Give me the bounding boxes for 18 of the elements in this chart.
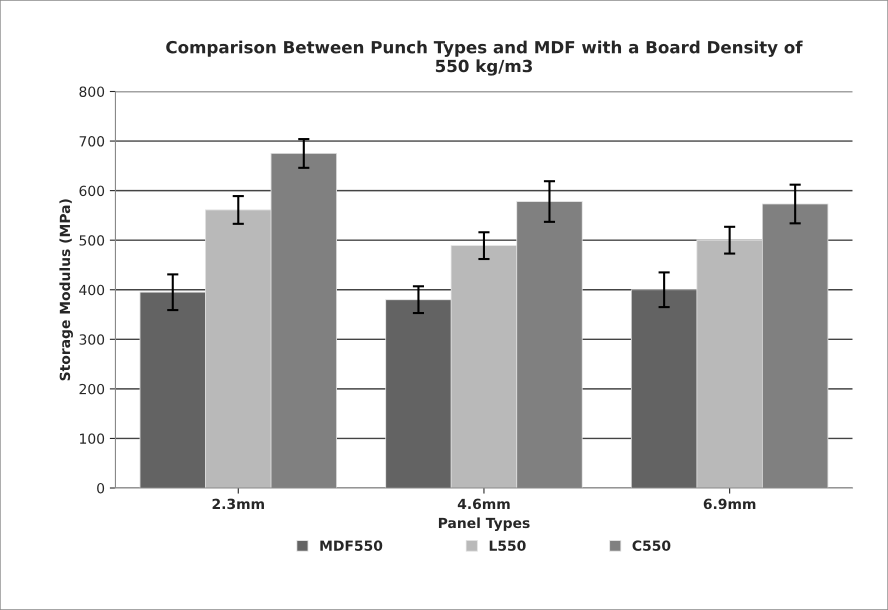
y-tick-label: 200 [80, 384, 104, 394]
y-axis-title: Storage Modulus (MPa) [59, 199, 73, 380]
x-tick-label: 4.6mm [458, 498, 510, 510]
y-tick-label: 700 [80, 136, 104, 147]
chart-title: Comparison Between Punch Types and MDF with a Board Density of 550 kg/m3 [166, 40, 803, 76]
legend-label: L550 [490, 540, 526, 551]
y-tick-label: 500 [80, 235, 104, 246]
y-tick-label: 300 [80, 334, 104, 345]
y-tick-label: 400 [79, 284, 104, 296]
x-axis-title: Panel Types [438, 517, 530, 531]
x-tick-label: 6.9mm [704, 498, 756, 510]
legend-label: MDF550 [320, 540, 382, 551]
y-tick-label: 100 [80, 433, 104, 444]
y-tick-label: 600 [79, 186, 104, 196]
legend-label: C550 [632, 540, 670, 551]
y-tick-label: 800 [79, 86, 104, 97]
x-tick-label: 2.3mm [212, 498, 264, 510]
y-tick-label: 0 [97, 482, 104, 494]
